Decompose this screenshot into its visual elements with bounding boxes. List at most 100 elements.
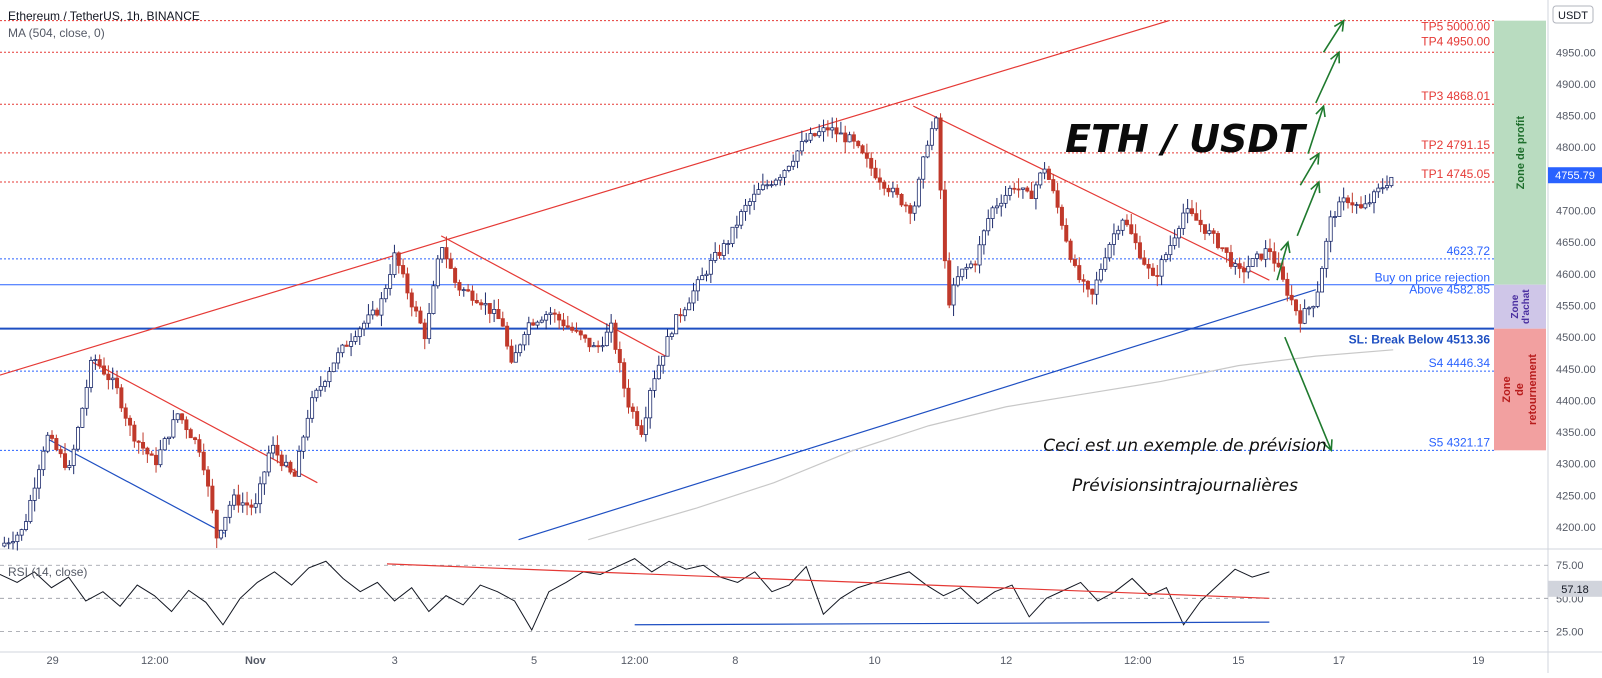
candle-body-126 <box>548 312 553 315</box>
candle-body-155 <box>674 314 679 335</box>
time-tick-3: 3 <box>392 655 398 667</box>
currency-badge[interactable]: USDT <box>1552 5 1594 24</box>
candle-body-50 <box>219 529 224 539</box>
candle-body-9 <box>41 450 46 471</box>
candle-body-229 <box>994 205 999 209</box>
candle-body-288 <box>1250 258 1255 267</box>
candle-body-264 <box>1146 263 1151 269</box>
candle-body-137 <box>596 345 601 348</box>
candle-body-167 <box>726 243 731 245</box>
candle-body-156 <box>678 314 683 317</box>
forecast-arrow-up-0-shaft <box>1276 241 1289 281</box>
candle-body-114 <box>496 309 501 320</box>
candle-body-130 <box>565 325 570 328</box>
candle-body-190 <box>825 127 830 131</box>
currency-badge-label: USDT <box>1558 10 1588 22</box>
candle-body-303 <box>1315 291 1320 307</box>
candle-body-185 <box>804 139 809 142</box>
candle-body-35 <box>154 454 159 466</box>
zone-buy-label-1: Zone <box>1510 294 1521 318</box>
forecast-arrow-down-shaft <box>1284 336 1333 451</box>
time-tick-8: 12 <box>1000 655 1012 667</box>
candle-body-113 <box>492 309 497 314</box>
candle-body-29 <box>128 417 133 426</box>
candle-body-85 <box>370 309 375 316</box>
candle-body-224 <box>973 263 978 266</box>
price-tick-9: 4650.00 <box>1556 237 1596 249</box>
candle-body-77 <box>336 352 341 364</box>
candle-body-34 <box>149 453 154 456</box>
candle-body-218 <box>947 260 952 306</box>
candle-body-208 <box>903 204 908 207</box>
forecast-arrow-up-2-head <box>1309 151 1320 165</box>
candle-body-22 <box>97 359 102 367</box>
candle-body-177 <box>769 184 774 187</box>
candle-body-70 <box>305 417 310 438</box>
candle-body-191 <box>830 127 835 131</box>
candle-body-67 <box>292 471 297 477</box>
candle-body-236 <box>1025 187 1030 192</box>
candle-body-184 <box>799 141 804 152</box>
candle-body-11 <box>50 434 55 439</box>
candle-body-57 <box>249 504 254 508</box>
candle-body-90 <box>392 252 397 276</box>
candle-body-209 <box>908 205 913 214</box>
candle-body-203 <box>882 181 887 189</box>
rsi-pane <box>0 558 1548 632</box>
candle-body-312 <box>1354 204 1359 207</box>
candle-body-175 <box>760 184 765 190</box>
candle-body-25 <box>110 377 115 381</box>
candle-body-136 <box>591 345 596 348</box>
candle-body-107 <box>466 289 471 292</box>
candle-body-158 <box>687 302 692 311</box>
candle-body-210 <box>912 205 917 214</box>
candle-body-277 <box>1202 224 1207 234</box>
candle-body-238 <box>1033 184 1038 200</box>
candle-body-95 <box>414 306 419 312</box>
candle-body-8 <box>37 469 42 489</box>
candle-body-217 <box>942 189 947 262</box>
candle-body-237 <box>1029 190 1034 200</box>
candle-body-291 <box>1263 248 1268 260</box>
candle-body-211 <box>916 178 921 207</box>
candle-body-298 <box>1293 299 1298 312</box>
rsi-trendline-0 <box>386 563 1270 599</box>
candle-body-278 <box>1207 230 1212 234</box>
candle-body-173 <box>752 193 757 202</box>
time-axis[interactable]: 29 12:00 Nov 3 5 12:00 8 10 12 12:00 15 17 19 <box>47 655 1485 667</box>
candle-body-26 <box>115 377 120 389</box>
candle-body-142 <box>617 349 622 364</box>
candle-body-42 <box>184 419 189 431</box>
candle-body-133 <box>578 330 583 336</box>
level-label-4: TP1 4745.05 <box>1421 167 1490 181</box>
candle-body-212 <box>921 156 926 180</box>
candle-body-92 <box>401 265 406 275</box>
time-tick-12: 19 <box>1472 655 1484 667</box>
candle-body-86 <box>375 309 380 316</box>
candle-body-84 <box>366 314 371 324</box>
candle-body-89 <box>388 274 393 289</box>
candle-body-225 <box>977 244 982 266</box>
candle-body-55 <box>240 502 245 506</box>
candle-body-242 <box>1051 179 1056 192</box>
candle-body-179 <box>778 176 783 181</box>
candle-body-276 <box>1198 219 1203 226</box>
level-label-10: S5 4321.17 <box>1429 435 1491 449</box>
time-tick-11: 17 <box>1333 655 1345 667</box>
candle-body-88 <box>383 288 388 300</box>
candle-body-221 <box>960 268 965 278</box>
candle-body-290 <box>1259 253 1264 260</box>
candle-body-252 <box>1094 279 1099 295</box>
candle-body-274 <box>1189 208 1194 215</box>
candle-body-127 <box>552 312 557 315</box>
candle-body-249 <box>1081 279 1086 282</box>
trendline-5 <box>913 105 1270 281</box>
candle-body-47 <box>206 469 211 487</box>
rsi-last-badge: 57.18 <box>1548 580 1602 597</box>
price-tick-12: 4800.00 <box>1556 142 1596 154</box>
candle-body-315 <box>1367 202 1372 205</box>
candle-body-151 <box>656 364 661 380</box>
candle-body-28 <box>123 407 128 419</box>
